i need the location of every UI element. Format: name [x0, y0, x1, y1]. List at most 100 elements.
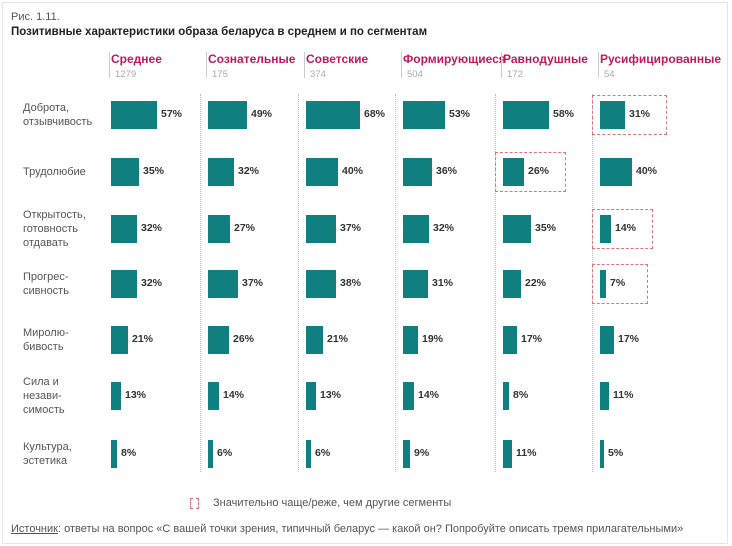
column-header-sample-size: 1279 — [115, 69, 137, 80]
data-label: 11% — [516, 447, 537, 459]
data-label: 17% — [618, 333, 640, 345]
bar — [306, 440, 311, 468]
data-label: 11% — [613, 389, 634, 401]
data-label: 14% — [615, 222, 637, 234]
bar — [208, 440, 213, 468]
column-header: Формирующиеся 504 — [403, 52, 506, 80]
data-label: 31% — [629, 108, 651, 120]
column-divider — [495, 94, 497, 472]
bar — [111, 158, 139, 186]
column-header: Русифицированные 54 — [600, 52, 721, 80]
bar — [306, 382, 316, 410]
column-header-sample-size: 175 — [212, 69, 228, 80]
bar — [503, 215, 531, 243]
column-header-separator — [501, 52, 502, 78]
column-header-separator — [206, 52, 207, 78]
figure-label: Рис. 1.11. — [11, 11, 60, 23]
data-label: 27% — [234, 222, 256, 234]
column-header-sample-size: 374 — [310, 69, 326, 80]
data-label: 49% — [251, 108, 273, 120]
bar — [503, 440, 512, 468]
bar — [600, 158, 632, 186]
data-label: 40% — [342, 165, 364, 177]
data-label: 6% — [217, 447, 233, 459]
column-header: Равнодушные 172 — [503, 52, 588, 80]
data-label: 13% — [320, 389, 342, 401]
data-label: 35% — [535, 222, 557, 234]
bar — [208, 158, 234, 186]
legend: Значительно чаще/реже, чем другие сегмен… — [190, 497, 451, 509]
data-label: 58% — [553, 108, 575, 120]
column-header-sample-size: 54 — [604, 69, 615, 80]
highlight-box — [592, 264, 648, 304]
row-label: Трудолюбие — [23, 166, 86, 178]
row-label: Доброта, отзывчивость — [23, 102, 93, 128]
bar — [503, 158, 524, 186]
column-header-separator — [401, 52, 402, 78]
source-note: Источник: ответы на вопрос «С вашей точк… — [11, 523, 683, 535]
bar — [600, 101, 625, 129]
bar — [208, 101, 247, 129]
column-header-name: Русифицированные — [600, 52, 722, 66]
column-divider — [200, 94, 202, 472]
data-label: 57% — [161, 108, 183, 120]
bar — [403, 382, 414, 410]
bar — [403, 270, 428, 298]
data-label: 26% — [233, 333, 255, 345]
bar — [403, 215, 429, 243]
data-label: 5% — [608, 447, 624, 459]
data-label: 35% — [143, 165, 165, 177]
bar — [306, 101, 360, 129]
bar — [306, 215, 336, 243]
bar — [403, 326, 418, 354]
data-label: 22% — [525, 277, 547, 289]
bar — [503, 270, 521, 298]
highlight-box — [592, 95, 667, 135]
column-header: Среднее 1279 — [111, 52, 162, 80]
column-header-separator — [109, 52, 110, 78]
bar — [600, 326, 614, 354]
chart-title: Позитивные характеристики образа беларус… — [11, 26, 428, 38]
data-label: 14% — [223, 389, 245, 401]
data-label: 32% — [141, 222, 163, 234]
data-label: 38% — [340, 277, 362, 289]
row-label: Открытость, готовность отдавать — [23, 209, 86, 249]
bar — [111, 326, 128, 354]
bar — [111, 101, 157, 129]
bar — [208, 326, 229, 354]
column-header-sample-size: 172 — [507, 69, 523, 80]
data-label: 21% — [132, 333, 154, 345]
data-label: 31% — [432, 277, 454, 289]
data-label: 32% — [141, 277, 163, 289]
legend-text: Значительно чаще/реже, чем другие сегмен… — [213, 497, 452, 509]
bar — [503, 382, 509, 410]
bar — [306, 326, 323, 354]
bar — [403, 158, 432, 186]
data-label: 21% — [327, 333, 349, 345]
data-label: 14% — [418, 389, 440, 401]
bar — [208, 270, 238, 298]
bar — [600, 440, 604, 468]
column-header: Сознательные 175 — [208, 52, 295, 80]
data-label: 37% — [242, 277, 264, 289]
bar — [306, 158, 338, 186]
column-header-name: Формирующиеся — [403, 52, 506, 66]
highlight-box — [592, 209, 653, 249]
source-text: : ответы на вопрос «С вашей точки зрения… — [57, 523, 684, 535]
column-header-sample-size: 504 — [407, 69, 423, 80]
bar — [403, 440, 410, 468]
bar — [111, 382, 121, 410]
bar — [503, 326, 517, 354]
source-label: Источник — [11, 523, 58, 535]
data-label: 8% — [121, 447, 137, 459]
bar — [111, 270, 137, 298]
data-label: 19% — [422, 333, 444, 345]
data-label: 32% — [238, 165, 260, 177]
data-label: 9% — [414, 447, 430, 459]
row-label: Миролю- бивость — [23, 327, 69, 353]
legend-highlight-swatch — [190, 497, 199, 509]
data-label: 53% — [449, 108, 471, 120]
data-label: 8% — [513, 389, 529, 401]
row-label: Сила и незави- симость — [23, 376, 65, 416]
